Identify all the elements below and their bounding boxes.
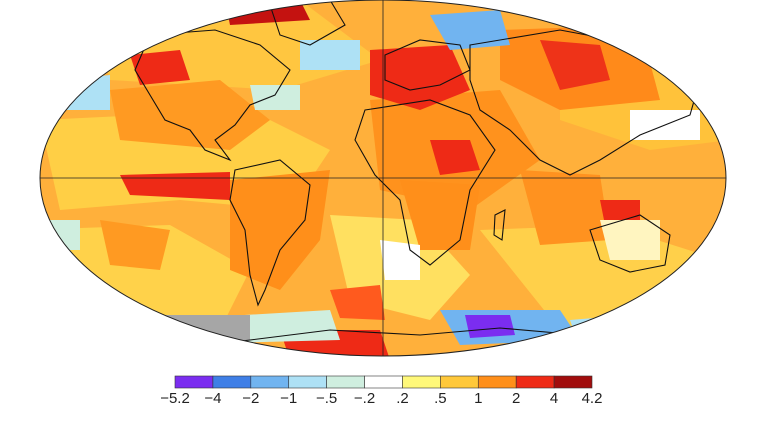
madagascar-outline (493, 209, 506, 241)
australia-outline (589, 214, 671, 273)
anomaly-coldspot (250, 85, 300, 110)
anomaly-coldspot (430, 10, 510, 50)
anomaly-region (110, 80, 270, 150)
anomaly-neutral (600, 220, 660, 260)
anomaly-hotspot (120, 172, 230, 200)
anomaly-coldspot (60, 75, 110, 110)
anomaly-hotspot (370, 45, 470, 110)
north-america-outline (134, 29, 291, 162)
south-america-outline (229, 159, 311, 307)
anomaly-region (230, 170, 330, 290)
anomaly-region (400, 180, 480, 250)
anomaly-region (520, 170, 610, 245)
new-zealand-outline (684, 263, 696, 292)
globe-border (39, 0, 727, 357)
anomaly-hotspot (540, 40, 610, 90)
anomaly-neutral (380, 240, 420, 280)
missing-data-region (130, 315, 250, 340)
anomaly-coldspot (300, 40, 360, 70)
anomaly-region (100, 220, 170, 270)
anomaly-hotspot (330, 285, 385, 320)
anomaly-hotspot (130, 50, 190, 85)
africa-outline (354, 99, 496, 266)
anomaly-coldspot (40, 220, 80, 250)
europe-outline (384, 39, 471, 91)
anomaly-hotspot (600, 200, 640, 225)
anomaly-hotspot (430, 140, 480, 175)
anomaly-coldspot (465, 315, 515, 338)
